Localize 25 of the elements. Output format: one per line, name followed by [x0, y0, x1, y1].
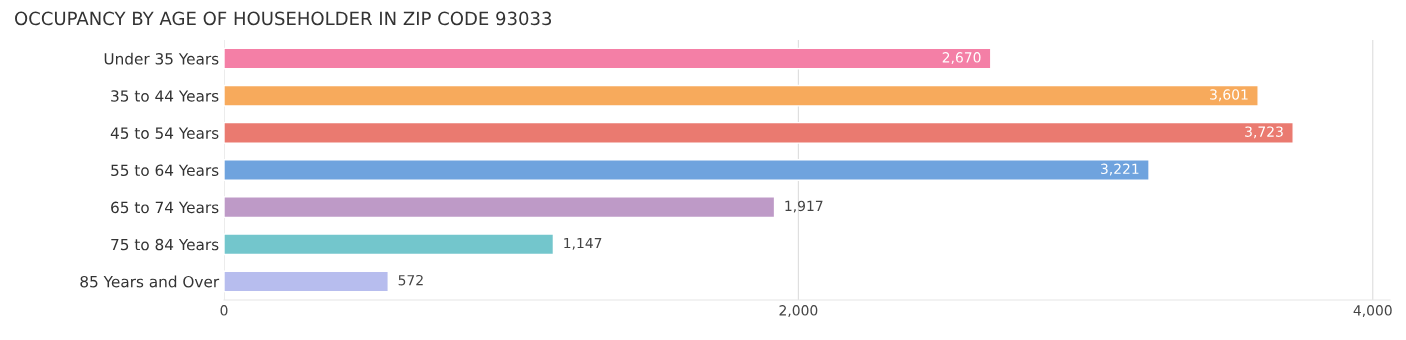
- y-tick-label: 65 to 74 Years: [111, 201, 219, 214]
- data-label: 2,670: [942, 52, 981, 65]
- x-tick-label: 2,000: [779, 305, 818, 318]
- y-tick-label: 75 to 84 Years: [111, 238, 219, 251]
- data-label: 572: [398, 274, 423, 286]
- chart-title: OCCUPANCY BY AGE OF HOUSEHOLDER IN ZIP CODE 93033: [15, 11, 552, 26]
- y-tick-label: 35 to 44 Years: [111, 90, 219, 102]
- data-label: 3,221: [1101, 163, 1139, 176]
- x-tick-label: 4,000: [1353, 305, 1392, 318]
- y-tick-label: 55 to 64 Years: [111, 164, 219, 177]
- bar: [224, 84, 1259, 107]
- data-label: 3,601: [1210, 89, 1248, 102]
- y-tick-label: Under 35 Years: [104, 52, 219, 65]
- x-tick-label: 0: [220, 305, 228, 316]
- data-label: 3,723: [1245, 126, 1283, 139]
- bar: [224, 159, 1150, 181]
- bar: [224, 270, 389, 293]
- y-tick-label: 45 to 54 Years: [110, 127, 219, 139]
- bar: [224, 196, 776, 219]
- bar: [224, 47, 992, 70]
- bar: [224, 233, 555, 256]
- y-tick-label: 85 Years and Over: [80, 275, 220, 288]
- bar: [224, 121, 1294, 144]
- data-label: 1,917: [785, 200, 823, 213]
- data-label: 1,147: [564, 237, 602, 250]
